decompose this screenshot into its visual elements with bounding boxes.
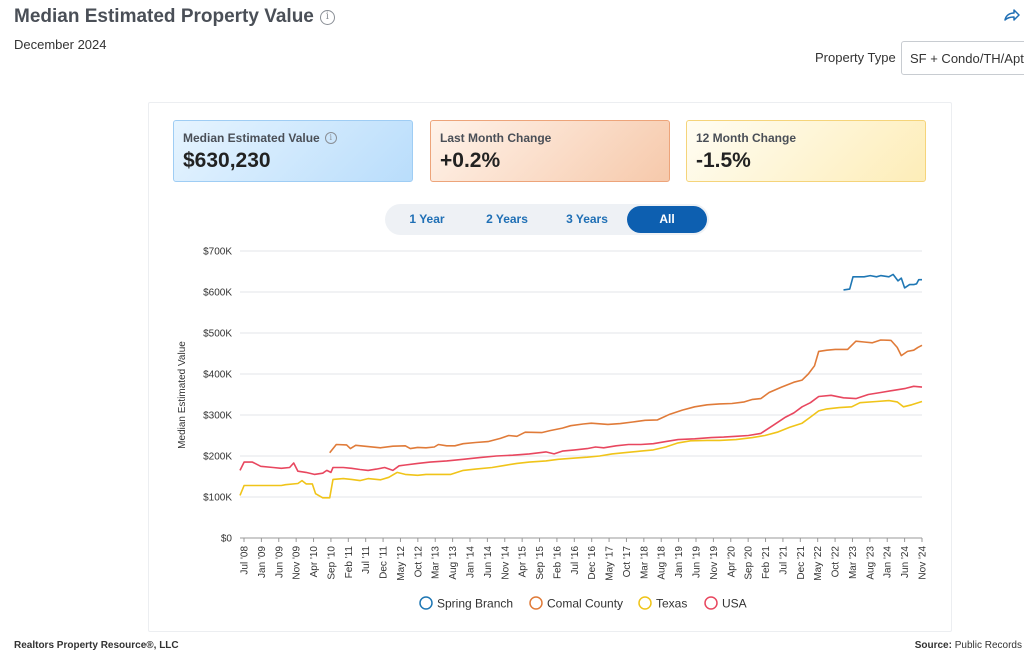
kpi-12-month-change: 12 Month Change -1.5% (686, 120, 926, 182)
kpi-value: +0.2% (440, 149, 501, 172)
x-tick-label: Mar '23 (848, 546, 859, 579)
x-tick-label: Jul '11 (361, 546, 372, 574)
x-tick-label: Feb '21 (761, 546, 772, 579)
source-value: Public Records (954, 640, 1022, 651)
title-row: Median Estimated Property Value i (14, 6, 335, 28)
x-tick-label: Jul '16 (570, 546, 581, 575)
x-tick-label: Feb '16 (552, 546, 563, 579)
x-tick-label: Dec '16 (587, 546, 598, 580)
series-line-comal-county (329, 339, 923, 454)
x-tick-label: May '12 (396, 546, 407, 581)
x-tick-label: Jan '24 (883, 546, 894, 578)
x-tick-label: Dec '21 (796, 546, 807, 580)
x-tick-label: Mar '18 (639, 546, 650, 579)
series-line-usa (239, 385, 923, 476)
source-label: Source: (914, 640, 952, 651)
x-tick-label: Jul '21 (778, 546, 789, 575)
x-tick-label: Jan '14 (466, 546, 477, 578)
kpi-label: Last Month Change (440, 131, 552, 145)
legend-label: USA (722, 597, 747, 611)
y-tick-label: $500K (203, 329, 232, 340)
series-line-spring-branch (843, 273, 922, 291)
footer-source: Source: Public Records (915, 640, 1022, 651)
x-tick-label: Oct '17 (622, 546, 633, 578)
range-2-years-button[interactable]: 2 Years (486, 212, 528, 226)
y-tick-label: $0 (221, 534, 233, 545)
property-type-select[interactable]: SF + Condo/TH/Apt (901, 41, 1024, 75)
x-tick-label: Sep '10 (326, 546, 337, 580)
y-tick-label: $700K (203, 247, 232, 258)
series-line-texas (239, 399, 923, 499)
kpi-label: 12 Month Change (696, 131, 797, 145)
x-tick-label: Aug '23 (865, 546, 876, 580)
x-tick-label: Apr '15 (518, 546, 529, 578)
legend-marker (638, 596, 652, 610)
range-1-year-button[interactable]: 1 Year (409, 212, 445, 226)
kpi-value: $630,230 (183, 149, 271, 172)
legend-label: Spring Branch (437, 597, 513, 611)
x-tick-label: Jan '19 (674, 546, 685, 578)
kpi-median-value: Median Estimated Value i $630,230 (173, 120, 413, 182)
x-tick-label: Nov '19 (709, 546, 720, 580)
x-tick-label: May '22 (813, 546, 824, 581)
range-3-years-button[interactable]: 3 Years (566, 212, 608, 226)
legend-label: Texas (656, 597, 687, 611)
legend-item-usa[interactable]: USA (704, 596, 747, 611)
x-tick-label: Feb '11 (344, 546, 355, 579)
x-tick-label: Aug '18 (657, 546, 668, 580)
info-icon[interactable]: i (319, 9, 335, 25)
x-tick-label: Dec '11 (379, 546, 390, 579)
legend-marker (529, 596, 543, 610)
y-tick-label: $100K (203, 493, 232, 504)
kpi-value: -1.5% (696, 149, 751, 172)
x-tick-label: Jun '24 (900, 546, 911, 578)
legend-marker (704, 596, 718, 610)
x-tick-label: Oct '22 (831, 546, 842, 578)
x-tick-label: Apr '10 (309, 546, 320, 578)
x-tick-label: Jun '09 (274, 546, 285, 578)
y-tick-label: $400K (203, 370, 232, 381)
x-tick-label: Nov '09 (292, 546, 303, 580)
chart-panel (148, 102, 952, 632)
legend-item-texas[interactable]: Texas (638, 596, 687, 611)
page-subtitle: December 2024 (14, 37, 107, 52)
x-tick-label: Oct '12 (413, 546, 424, 578)
x-tick-label: Sep '20 (744, 546, 755, 580)
x-tick-label: Jul '08 (240, 546, 251, 575)
legend-item-spring-branch[interactable]: Spring Branch (419, 596, 513, 611)
y-axis-label: Median Estimated Value (177, 341, 188, 449)
y-tick-label: $600K (203, 288, 232, 299)
x-tick-label: Aug '13 (448, 546, 459, 580)
page-title: Median Estimated Property Value (14, 6, 314, 27)
x-tick-label: Jun '19 (692, 546, 703, 578)
x-tick-label: Sep '15 (535, 546, 546, 580)
y-tick-label: $200K (203, 452, 232, 463)
kpi-last-month-change: Last Month Change +0.2% (430, 120, 670, 182)
legend-item-comal-county[interactable]: Comal County (529, 596, 623, 611)
x-tick-label: Nov '14 (500, 546, 511, 580)
x-tick-label: Apr '20 (726, 546, 737, 578)
x-tick-label: Jun '14 (483, 546, 494, 578)
range-all-button[interactable]: All (627, 206, 707, 233)
x-tick-label: Jan '09 (257, 546, 268, 578)
kpi-label: Median Estimated Value (183, 131, 320, 145)
property-type-label: Property Type (815, 50, 896, 65)
legend-marker (419, 596, 433, 610)
time-range-selector: 1 Year 2 Years 3 Years All (385, 204, 709, 235)
x-tick-label: Mar '13 (431, 546, 442, 579)
footer-copyright: Realtors Property Resource®, LLC (14, 640, 179, 651)
info-icon[interactable]: i (324, 132, 337, 144)
y-tick-label: $300K (203, 411, 232, 422)
x-tick-label: May '17 (605, 546, 616, 581)
x-tick-label: Nov '24 (918, 546, 929, 580)
share-icon[interactable] (1002, 7, 1020, 25)
legend-label: Comal County (547, 597, 623, 611)
